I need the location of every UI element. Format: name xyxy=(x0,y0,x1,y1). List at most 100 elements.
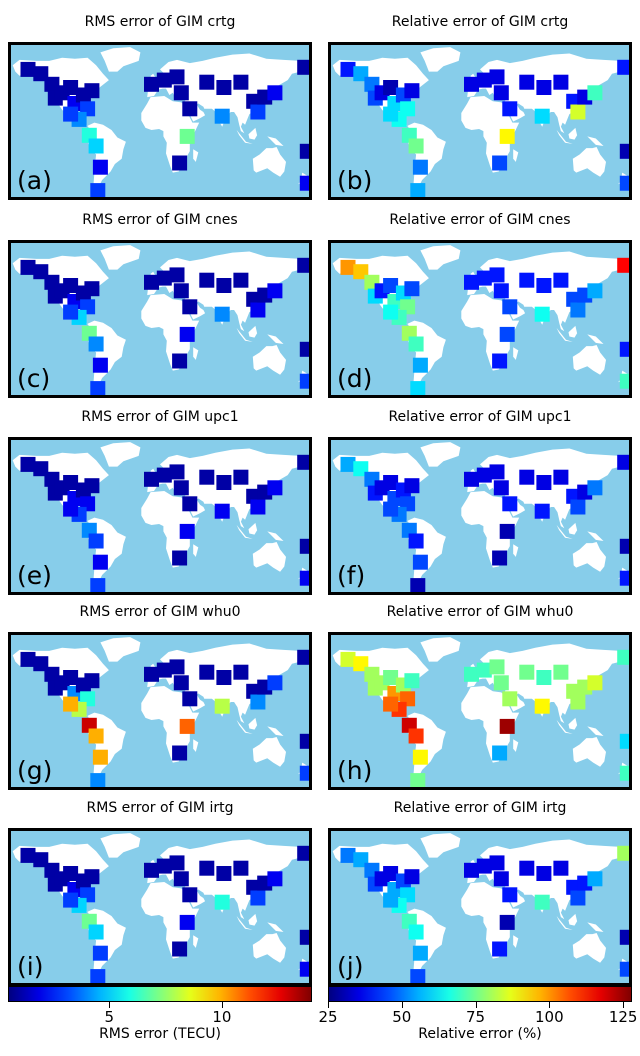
station-marker xyxy=(250,890,266,906)
map-canvas xyxy=(332,637,629,787)
station-marker xyxy=(299,175,309,191)
station-marker xyxy=(267,85,283,101)
station-marker xyxy=(173,85,189,101)
station-marker xyxy=(156,72,172,88)
panel-label: (b) xyxy=(337,166,373,195)
landmass xyxy=(568,717,578,730)
colorbar-label: Relative error (%) xyxy=(418,1026,542,1042)
station-marker xyxy=(619,538,629,554)
station-marker xyxy=(84,281,100,297)
station-marker xyxy=(169,69,185,85)
colorbar-tick xyxy=(623,1002,625,1008)
station-marker xyxy=(267,675,283,691)
station-marker xyxy=(179,326,195,342)
station-marker xyxy=(383,106,399,122)
station-marker xyxy=(216,475,232,490)
panel-label: (j) xyxy=(337,952,364,981)
world-map-panel: (h) xyxy=(328,632,632,790)
station-marker xyxy=(214,503,230,519)
landmass xyxy=(587,726,604,736)
station-marker xyxy=(617,59,629,75)
station-marker xyxy=(536,475,552,490)
station-marker xyxy=(534,894,550,910)
station-marker xyxy=(404,478,420,494)
panel-title: RMS error of GIM crtg xyxy=(84,14,236,30)
station-marker xyxy=(173,871,189,887)
landmass xyxy=(252,933,286,963)
landmass xyxy=(587,531,604,541)
landmass xyxy=(572,542,606,572)
map-canvas xyxy=(12,833,309,983)
station-marker xyxy=(214,894,230,910)
station-marker xyxy=(84,673,100,689)
station-marker xyxy=(553,469,569,485)
station-marker xyxy=(92,945,108,961)
station-marker xyxy=(493,675,509,691)
map-canvas xyxy=(12,442,309,592)
station-marker xyxy=(92,554,108,570)
station-marker xyxy=(297,257,309,273)
station-marker xyxy=(63,501,79,517)
station-marker xyxy=(519,860,535,876)
station-marker xyxy=(144,274,159,290)
colorbar-tick xyxy=(328,1002,329,1008)
station-marker xyxy=(408,728,424,744)
station-marker xyxy=(179,718,195,734)
station-marker xyxy=(553,74,569,90)
map-canvas xyxy=(332,442,629,592)
panel-label: (c) xyxy=(17,364,51,393)
station-marker xyxy=(383,501,399,517)
panel-title: RMS error of GIM cnes xyxy=(82,212,238,228)
station-marker xyxy=(570,890,586,906)
station-marker xyxy=(169,659,185,675)
station-marker xyxy=(299,733,309,749)
station-marker xyxy=(144,862,159,878)
station-marker xyxy=(534,306,550,322)
landmass xyxy=(568,325,578,338)
station-marker xyxy=(410,381,426,395)
station-marker xyxy=(404,673,420,689)
station-marker xyxy=(214,108,230,124)
station-marker xyxy=(88,533,104,549)
station-marker xyxy=(172,941,188,957)
station-marker xyxy=(297,649,309,665)
landmass xyxy=(556,130,573,144)
station-marker xyxy=(519,74,535,90)
station-marker xyxy=(88,924,104,940)
station-marker xyxy=(182,691,198,707)
world-map-panel: (b) xyxy=(328,42,632,200)
station-marker xyxy=(199,74,215,90)
station-marker xyxy=(172,745,188,761)
landmass xyxy=(267,334,284,344)
panel-label: (i) xyxy=(17,952,44,981)
station-marker xyxy=(534,698,550,714)
landmass xyxy=(556,525,573,539)
station-marker xyxy=(404,83,420,99)
colorbar-tick xyxy=(221,1002,223,1008)
station-marker xyxy=(502,496,518,512)
panel-title: RMS error of GIM irtg xyxy=(86,800,234,816)
station-marker xyxy=(464,76,479,92)
station-marker xyxy=(214,698,230,714)
station-marker xyxy=(404,281,420,297)
landmass xyxy=(100,47,141,72)
station-marker xyxy=(619,929,629,945)
station-marker xyxy=(340,456,356,472)
station-marker xyxy=(502,887,518,903)
station-marker xyxy=(404,869,420,885)
station-marker xyxy=(619,175,629,191)
panel-title: Relative error of GIM whu0 xyxy=(386,604,574,620)
station-marker xyxy=(617,845,629,861)
station-marker xyxy=(519,272,535,288)
station-marker xyxy=(182,101,198,117)
station-marker xyxy=(233,860,249,876)
station-marker xyxy=(383,278,399,293)
station-marker xyxy=(199,860,215,876)
landmass xyxy=(587,334,604,344)
station-marker xyxy=(587,85,603,101)
landmass xyxy=(267,922,284,932)
station-marker xyxy=(84,869,100,885)
station-marker xyxy=(553,664,569,680)
landmass xyxy=(100,833,141,858)
station-marker xyxy=(489,69,505,85)
